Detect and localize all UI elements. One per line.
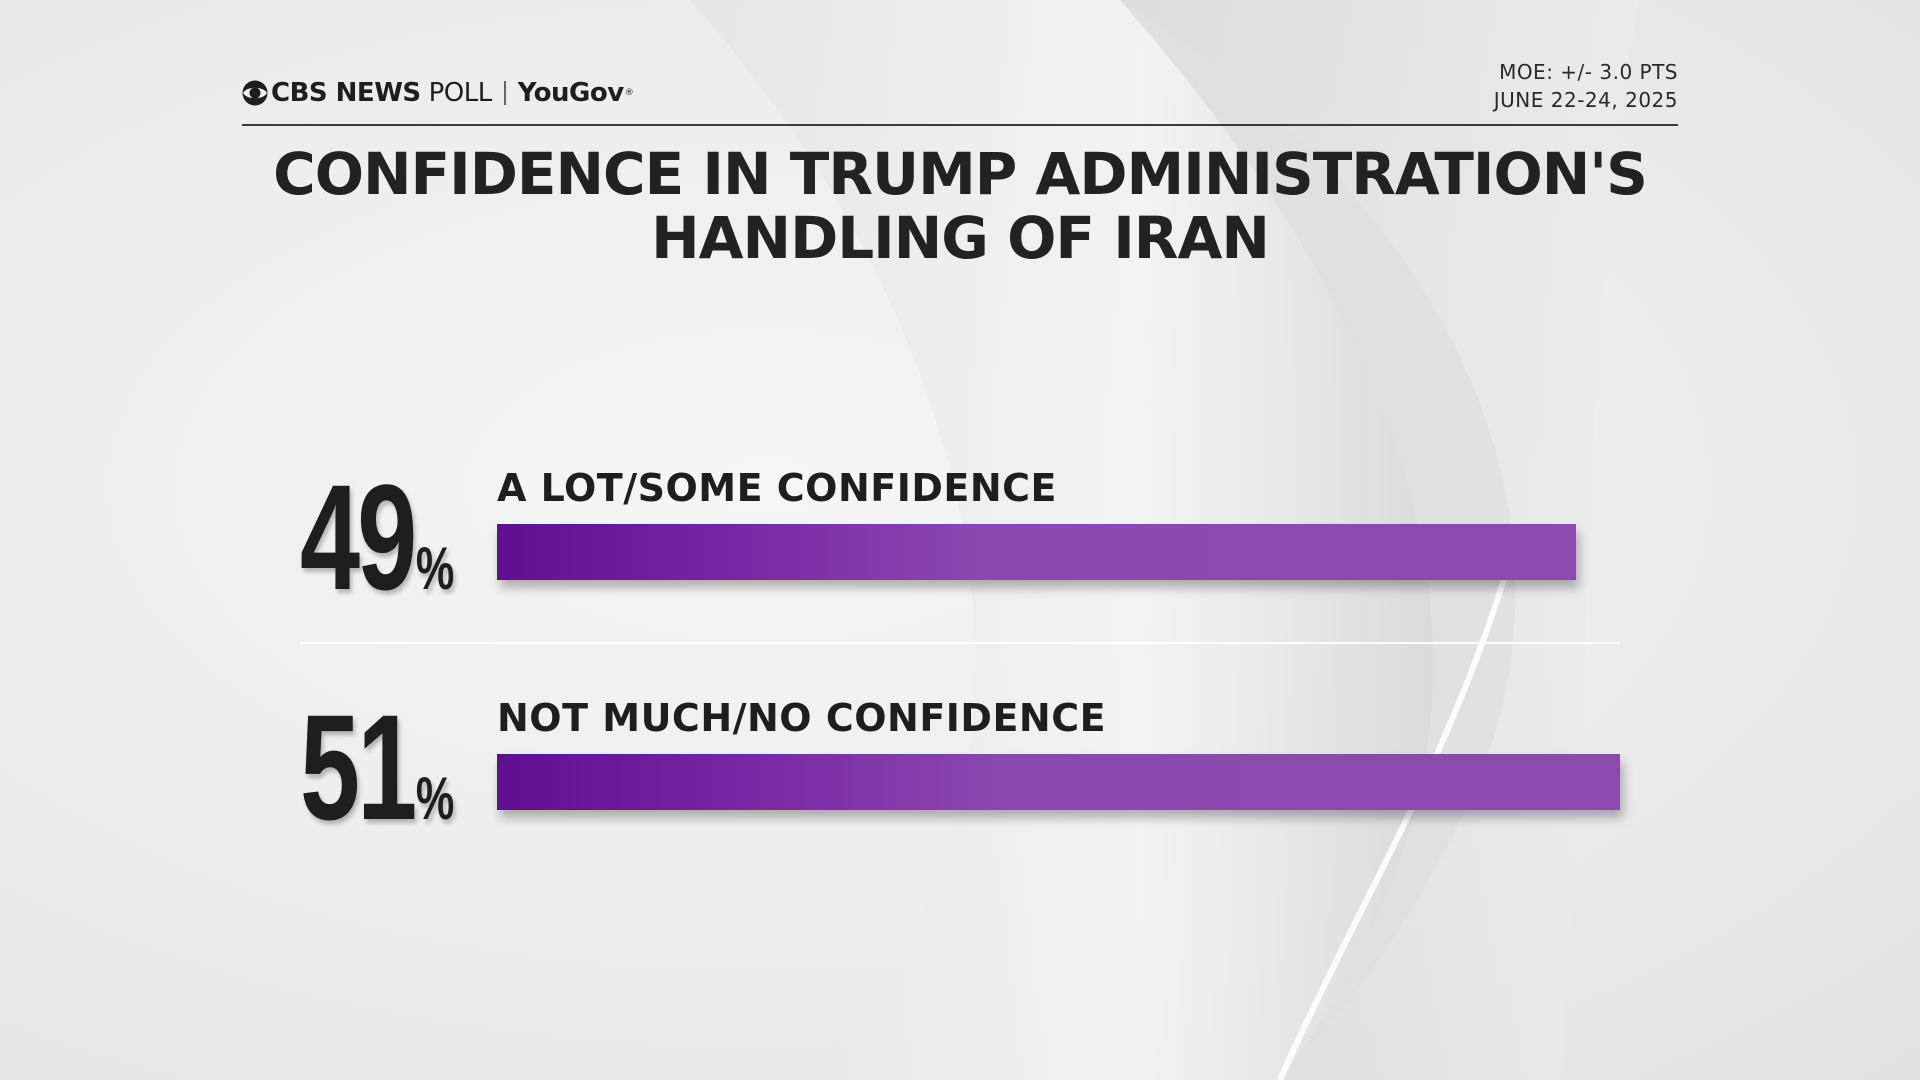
cbs-yougov-logo: CBS NEWS POLL YouGov ®: [242, 78, 634, 108]
logo-poll: POLL: [428, 78, 493, 108]
margin-of-error: MOE: +/- 3.0 PTS: [1499, 60, 1678, 84]
value-percent-sign-confidence: %: [415, 535, 455, 602]
logo-yougov: YouGov: [517, 78, 624, 108]
poll-dates: JUNE 22-24, 2025: [1493, 88, 1678, 112]
chart-title: CONFIDENCE IN TRUMP ADMINISTRATION'S HAN…: [200, 142, 1720, 270]
bar-no-confidence: [497, 754, 1620, 810]
category-label-no-confidence: NOT MUCH/NO CONFIDENCE: [497, 696, 1107, 740]
value-label-confidence: 49%: [300, 462, 454, 612]
bar-confidence: [497, 524, 1576, 580]
value-label-no-confidence: 51%: [300, 692, 454, 842]
logo-registered-mark: ®: [624, 88, 634, 98]
value-number-confidence: 49: [300, 453, 417, 621]
chart-title-line-2: HANDLING OF IRAN: [651, 204, 1270, 272]
value-number-no-confidence: 51: [300, 683, 417, 851]
cbs-eye-icon: [242, 80, 268, 106]
logo-divider: [503, 81, 506, 105]
moe-block: MOE: +/- 3.0 PTS JUNE 22-24, 2025: [1494, 58, 1678, 114]
category-label-confidence: A LOT/SOME CONFIDENCE: [497, 466, 1058, 510]
value-percent-sign-no-confidence: %: [415, 765, 455, 832]
header-bar: CBS NEWS POLL YouGov ® MOE: +/- 3.0 PTS …: [242, 58, 1678, 126]
logo-cbs-news: CBS NEWS: [271, 78, 421, 108]
chart-title-line-1: CONFIDENCE IN TRUMP ADMINISTRATION'S: [273, 140, 1648, 208]
row-divider: [300, 642, 1620, 644]
